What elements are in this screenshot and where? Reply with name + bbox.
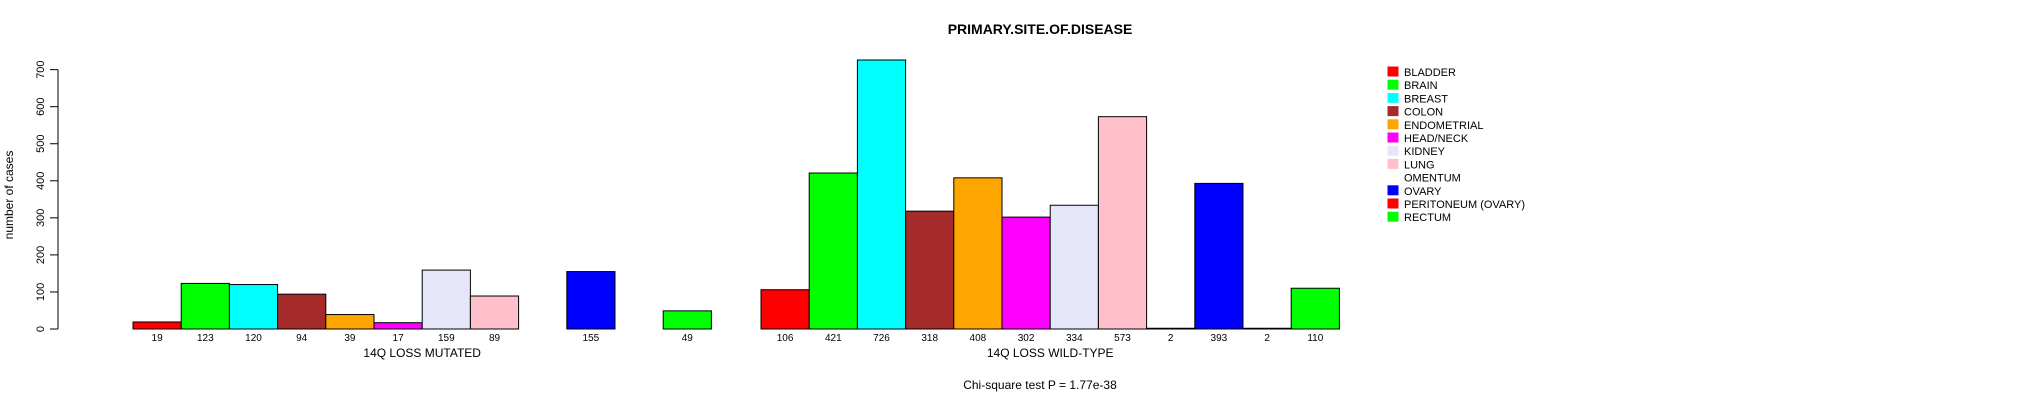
bar-endometrial [325, 314, 375, 330]
group-labels: 14Q LOSS MUTATED 14Q LOSS WILD-TYPE [363, 346, 1113, 360]
legend-swatch [1387, 106, 1399, 117]
legend-swatch [1387, 79, 1399, 90]
y-tick-label: 0 [35, 326, 47, 332]
y-tick-label: 300 [35, 209, 47, 227]
bars [132, 59, 1340, 330]
bar-kidney [421, 269, 471, 330]
count-label: 318 [921, 333, 938, 344]
bar-endometrial [953, 177, 1003, 330]
count-labels: 19 123 120 94 39 17 159 89 155 49 106 421 726 318 408 3… [152, 333, 1324, 344]
legend-entry: PERITONEUM (OVARY) [1404, 199, 1525, 211]
legend-entry: RECTUM [1404, 212, 1451, 224]
legend-entry: KIDNEY [1404, 146, 1446, 158]
count-label: 19 [152, 333, 164, 344]
legend-swatch [1387, 185, 1399, 196]
y-axis-label: number of cases [2, 151, 16, 240]
count-label: 2 [1264, 333, 1270, 344]
legend-entry: ENDOMETRIAL [1404, 120, 1483, 132]
bar-lung [1097, 116, 1148, 330]
bar-bladder [132, 321, 182, 330]
y-tick-label: 500 [35, 135, 47, 153]
y-tick-label: 600 [35, 98, 47, 116]
legend-swatch [1387, 92, 1399, 103]
y-tick-label: 100 [35, 283, 47, 301]
bar-rectum [662, 310, 712, 330]
bar-head-neck [1001, 216, 1051, 330]
count-label: 159 [438, 333, 455, 344]
bar-lung [469, 295, 520, 330]
bar-brain [808, 172, 858, 330]
count-label: 49 [682, 333, 694, 344]
chart-title: PRIMARY.SITE.OF.DISEASE [948, 21, 1133, 37]
legend-entry: BREAST [1404, 93, 1448, 105]
bar-kidney [1049, 204, 1099, 330]
bar-breast [856, 59, 907, 330]
group-label: 14Q LOSS WILD-TYPE [987, 346, 1114, 360]
legend-swatch [1387, 158, 1399, 169]
y-tick-label: 400 [35, 172, 47, 190]
count-label: 155 [583, 333, 600, 344]
legend-entry: OMENTUM [1404, 173, 1461, 185]
count-label: 334 [1066, 333, 1083, 344]
legend-swatch [1387, 198, 1399, 209]
count-label: 120 [245, 333, 262, 344]
y-tick-label: 700 [35, 60, 47, 78]
bar-peritoneum-ovary [1242, 327, 1292, 330]
count-label: 421 [825, 333, 842, 344]
bar-bladder [760, 289, 810, 330]
legend-entry: BRAIN [1404, 80, 1438, 92]
count-label: 302 [1018, 333, 1035, 344]
bar-head-neck [373, 322, 423, 330]
bar-colon [277, 293, 327, 330]
chi-square-annotation: Chi-square test P = 1.77e-38 [963, 378, 1117, 392]
bar-brain [180, 282, 230, 330]
legend-swatch [1388, 172, 1398, 182]
count-label: 17 [393, 333, 405, 344]
count-label: 408 [970, 333, 987, 344]
legend-entry: HEAD/NECK [1404, 133, 1469, 145]
bar-omentum [1146, 327, 1196, 330]
y-axis: 0 100 200 300 400 500 600 700 [35, 60, 59, 332]
legend-entry: COLON [1404, 107, 1443, 119]
count-label: 2 [1168, 333, 1174, 344]
count-label: 123 [197, 333, 214, 344]
legend-swatch [1387, 211, 1399, 222]
bar-ovary [566, 271, 616, 330]
legend-swatch [1387, 145, 1399, 156]
count-label: 110 [1307, 333, 1323, 344]
count-label: 89 [489, 333, 501, 344]
bar-rectum [1290, 287, 1340, 330]
count-label: 573 [1114, 333, 1131, 344]
legend-swatch [1387, 66, 1399, 77]
legend-entry: BLADDER [1404, 67, 1456, 79]
legend-swatch [1387, 119, 1399, 130]
legend-swatch [1387, 132, 1399, 143]
y-tick-label: 200 [35, 246, 47, 264]
count-label: 39 [344, 333, 356, 344]
count-label: 393 [1211, 333, 1228, 344]
bar-breast [228, 284, 279, 330]
bar-ovary [1194, 182, 1244, 330]
count-label: 726 [873, 333, 890, 344]
bar-colon [905, 210, 955, 330]
count-label: 94 [296, 333, 308, 344]
legend-entry: LUNG [1404, 159, 1435, 171]
legend-entry: OVARY [1404, 186, 1442, 198]
count-label: 106 [777, 333, 794, 344]
group-label: 14Q LOSS MUTATED [363, 346, 481, 360]
